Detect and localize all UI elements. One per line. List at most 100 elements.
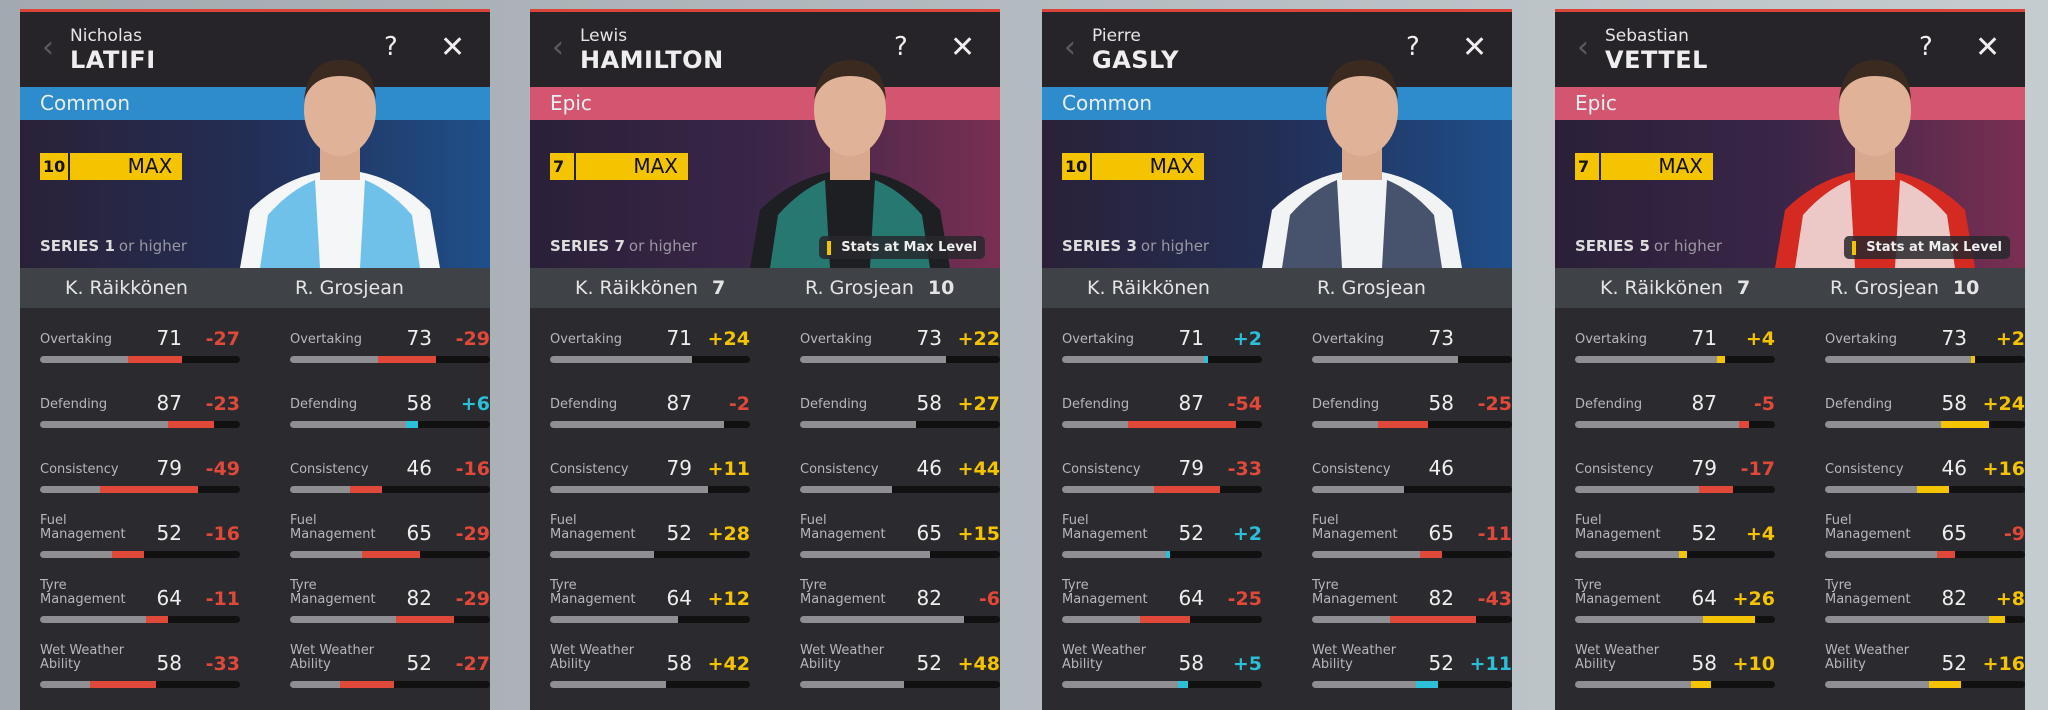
stat-delta: -33: [1227, 458, 1262, 480]
bar-base-fill: [290, 356, 378, 363]
compare-driver-1[interactable]: K. Räikkönen 7: [1600, 277, 1750, 299]
stat-row: Fuel Management 65 -11: [1312, 508, 1512, 558]
stat-row: Wet Weather Ability 52 +16: [1825, 638, 2025, 688]
bar-base-fill: [1312, 551, 1420, 558]
bar-base-fill: [800, 356, 946, 363]
stat-value: 58: [1428, 391, 1454, 415]
series-suffix: or higher: [1140, 237, 1210, 255]
bar-base-fill: [40, 616, 146, 623]
compare-driver-name: R. Grosjean: [1830, 277, 1939, 299]
stat-value: 71: [1691, 326, 1717, 350]
stat-row: Fuel Management 65 -9: [1825, 508, 2025, 558]
bar-base-fill: [1062, 681, 1178, 688]
stat-label: Defending: [40, 397, 108, 412]
stat-row: Consistency 79 -33: [1062, 443, 1262, 493]
close-icon[interactable]: ✕: [1975, 30, 2001, 65]
stat-bar: [290, 616, 490, 623]
stat-bar: [550, 551, 750, 558]
stat-row: Tyre Management 64 -25: [1062, 573, 1262, 623]
help-icon[interactable]: ?: [1919, 32, 1933, 62]
stat-row: Wet Weather Ability 52 +48: [800, 638, 1000, 688]
stat-value: 52: [156, 521, 182, 545]
bar-base-fill: [1312, 356, 1458, 363]
stat-bar: [1575, 486, 1775, 493]
stat-delta: +12: [707, 588, 750, 610]
compare-driver-2[interactable]: R. Grosjean: [295, 277, 418, 299]
stats-at-max-level-toggle[interactable]: Stats at Max Level: [1844, 236, 2010, 259]
close-icon[interactable]: ✕: [1462, 30, 1488, 65]
stat-label: Tyre Management: [1825, 578, 1911, 607]
bar-base-fill: [1575, 616, 1703, 623]
max-label: MAX: [1092, 153, 1205, 180]
stat-label: Fuel Management: [550, 513, 636, 542]
stat-label: Tyre Management: [1575, 578, 1661, 607]
stat-delta: -54: [1227, 393, 1262, 415]
stat-delta: -29: [455, 328, 490, 350]
driver-card: ‹ Sebastian VETTEL ? ✕ Epic 7 MAX SERIES…: [1555, 9, 2025, 710]
back-chevron-icon[interactable]: ‹: [552, 30, 564, 65]
compare-driver-level: 10: [927, 277, 955, 299]
compare-driver-name: K. Räikkönen: [575, 277, 698, 299]
stat-delta: +2: [1995, 328, 2025, 350]
bar-base-fill: [1575, 681, 1691, 688]
compare-driver-2[interactable]: R. Grosjean 10: [1830, 277, 1979, 299]
stat-delta: -25: [1227, 588, 1262, 610]
stat-label: Defending: [1062, 397, 1130, 412]
stat-label: Wet Weather Ability: [1062, 643, 1147, 672]
stat-delta: -9: [2003, 523, 2025, 545]
stat-delta: +24: [1982, 393, 2025, 415]
stat-value: 65: [916, 521, 942, 545]
back-chevron-icon[interactable]: ‹: [42, 30, 54, 65]
help-icon[interactable]: ?: [1406, 32, 1420, 62]
stat-bar: [1312, 681, 1512, 688]
bar-base-fill: [1575, 551, 1679, 558]
help-icon[interactable]: ?: [384, 32, 398, 62]
help-icon[interactable]: ?: [894, 32, 908, 62]
stat-row: Overtaking 71 -27: [40, 313, 240, 363]
compare-driver-2[interactable]: R. Grosjean: [1317, 277, 1440, 299]
compare-driver-1[interactable]: K. Räikkönen: [1087, 277, 1224, 299]
stat-value: 82: [1941, 586, 1967, 610]
compare-driver-1[interactable]: K. Räikkönen 7: [575, 277, 725, 299]
bar-delta-fill: [1679, 551, 1687, 558]
series-requirement: SERIES 7 or higher: [550, 237, 697, 255]
stat-delta: +2: [1232, 523, 1262, 545]
stat-delta: -2: [728, 393, 750, 415]
stat-label: Defending: [290, 397, 358, 412]
bar-delta-fill: [406, 421, 418, 428]
stat-value: 58: [1691, 651, 1717, 675]
bar-delta-fill: [146, 616, 168, 623]
stat-delta: +4: [1745, 328, 1775, 350]
stat-delta: +44: [957, 458, 1000, 480]
level-number: 10: [1062, 153, 1093, 180]
stat-bar: [290, 486, 490, 493]
stat-delta: +16: [1982, 458, 2025, 480]
stat-value: 79: [1178, 456, 1204, 480]
close-icon[interactable]: ✕: [440, 30, 466, 65]
back-chevron-icon[interactable]: ‹: [1577, 30, 1589, 65]
compare-driver-2[interactable]: R. Grosjean 10: [805, 277, 954, 299]
stat-value: 73: [1941, 326, 1967, 350]
driver-portrait: [240, 60, 440, 268]
stat-row: Defending 87 -23: [40, 378, 240, 428]
stat-label: Tyre Management: [40, 578, 126, 607]
stats-at-max-level-toggle[interactable]: Stats at Max Level: [819, 236, 985, 259]
bar-base-fill: [40, 421, 168, 428]
bar-delta-fill: [1937, 551, 1955, 558]
stat-delta: +24: [707, 328, 750, 350]
bar-base-fill: [1062, 356, 1204, 363]
bar-delta-fill: [1699, 486, 1733, 493]
bar-base-fill: [550, 681, 666, 688]
stat-value: 58: [156, 651, 182, 675]
stat-delta: +15: [957, 523, 1000, 545]
compare-driver-1[interactable]: K. Räikkönen: [65, 277, 202, 299]
bar-delta-fill: [1140, 616, 1190, 623]
back-chevron-icon[interactable]: ‹: [1064, 30, 1076, 65]
stat-label: Fuel Management: [1312, 513, 1398, 542]
level-number: 7: [550, 153, 576, 180]
close-icon[interactable]: ✕: [950, 30, 976, 65]
stat-label: Consistency: [1312, 462, 1391, 477]
stat-value: 82: [916, 586, 942, 610]
bar-base-fill: [550, 356, 692, 363]
bar-base-fill: [800, 616, 964, 623]
